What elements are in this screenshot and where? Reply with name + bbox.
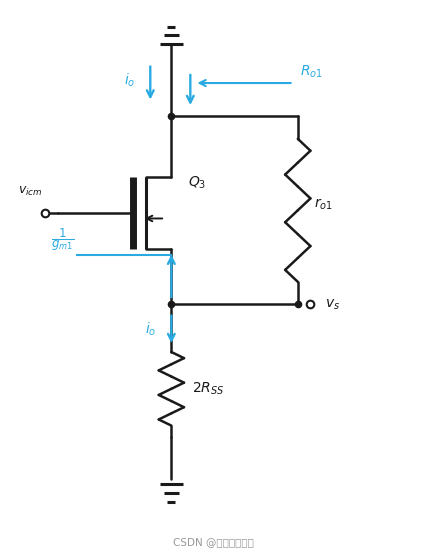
- Text: $R_{o1}$: $R_{o1}$: [299, 64, 322, 80]
- Text: $i_o$: $i_o$: [124, 72, 135, 89]
- Text: $i_o$: $i_o$: [145, 321, 156, 338]
- Text: $\dfrac{1}{g_{m1}}$: $\dfrac{1}{g_{m1}}$: [51, 227, 74, 253]
- Text: $v_{icm}$: $v_{icm}$: [18, 184, 43, 197]
- Text: $r_{o1}$: $r_{o1}$: [313, 197, 332, 212]
- Text: $2R_{SS}$: $2R_{SS}$: [191, 381, 224, 397]
- Text: $Q_3$: $Q_3$: [188, 174, 206, 191]
- Text: CSDN @爱寏寤的时光: CSDN @爱寏寤的时光: [173, 537, 253, 547]
- Text: $v_s$: $v_s$: [325, 297, 340, 311]
